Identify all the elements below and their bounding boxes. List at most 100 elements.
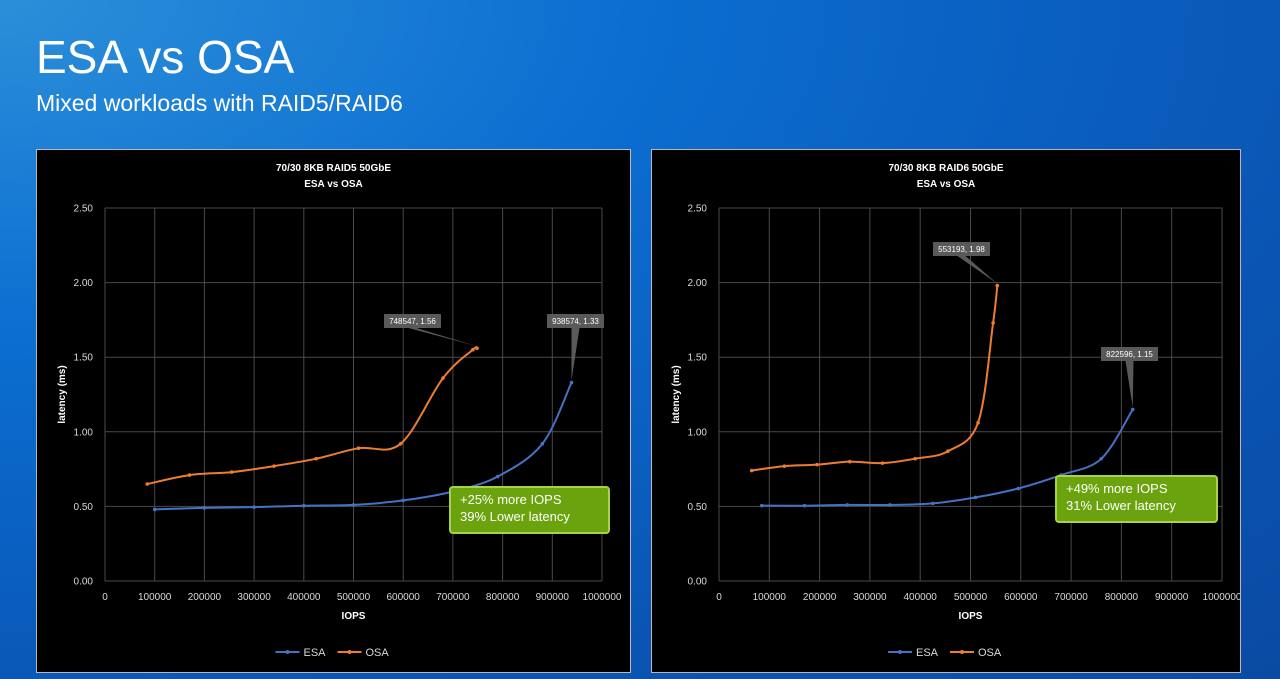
- raid6-x-tick-label: 500000: [954, 592, 988, 603]
- raid5-series-osa-point: [441, 376, 445, 380]
- raid5-x-tick-label: 200000: [188, 592, 222, 603]
- raid6-chart-title: 70/30 8KB RAID6 50GbE: [888, 163, 1003, 174]
- callout-raid6-line2: 31% Lower latency: [1066, 498, 1176, 513]
- raid6-series-esa-point: [930, 501, 935, 506]
- raid6-x-tick-label: 900000: [1155, 592, 1189, 603]
- raid5-series-osa-line: [147, 346, 478, 485]
- raid6-series-osa-point: [913, 456, 917, 461]
- raid6-data-label-pointer: [1125, 361, 1134, 408]
- raid6-x-tick-label: 200000: [803, 592, 837, 603]
- raid6-x-tick-label: 700000: [1054, 592, 1088, 603]
- raid5-series-osa-point: [398, 441, 403, 446]
- raid6-series-osa-line: [751, 285, 999, 472]
- raid6-legend-osa-marker: [960, 650, 964, 654]
- raid5-y-axis-label: latency (ms): [57, 365, 68, 423]
- raid5-x-tick-label: 100000: [138, 592, 172, 603]
- raid5-y-tick-label: 1.00: [74, 427, 94, 438]
- raid5-data-label-box: [547, 314, 604, 328]
- raid6-series-esa-point: [802, 503, 807, 508]
- chart-raid5-plot: 70/30 8KB RAID5 50GbE ESA vs OSA 0.00 0.50 1…: [57, 163, 622, 659]
- raid5-x-tick-label: 600000: [387, 592, 421, 603]
- raid6-series-osa-point: [782, 464, 787, 468]
- raid6-x-axis-label: IOPS: [959, 611, 983, 622]
- raid5-series-osa-point: [314, 456, 319, 461]
- raid5-data-label-pointer: [408, 328, 478, 347]
- raid6-x-tick-label: 1000000: [1203, 592, 1240, 603]
- raid5-series-esa-line: [154, 382, 573, 511]
- raid5-y-tick-label: 2.50: [74, 204, 94, 215]
- raid5-series-esa-point: [202, 506, 207, 510]
- callout-raid5: +25% more IOPS 39% Lower latency: [449, 486, 610, 534]
- raid6-series-esa-point: [973, 495, 978, 500]
- raid5-data-label-text: 938574, 1.33: [552, 317, 599, 326]
- raid5-data-label-box: [384, 314, 441, 328]
- raid5-x-tick-label: 1000000: [583, 592, 622, 603]
- raid6-data-label-text: 553193, 1.98: [938, 245, 985, 254]
- raid5-y-tick-label: 0.00: [74, 577, 94, 588]
- raid6-series-osa-point: [991, 321, 995, 325]
- raid6-x-tick-label: 100000: [753, 592, 787, 603]
- raid6-data-label-box: [933, 242, 990, 256]
- raid6-series-esa-point: [759, 503, 764, 508]
- raid5-x-tick-label: 400000: [287, 592, 321, 603]
- raid6-x-tick-label: 400000: [904, 592, 938, 603]
- raid6-x-tick-label: 0: [716, 592, 722, 603]
- raid6-y-tick-label: 2.00: [688, 278, 708, 289]
- raid5-x-tick-label: 800000: [486, 592, 520, 603]
- raid5-series-osa-point: [470, 347, 475, 352]
- callout-raid6: +49% more IOPS 31% Lower latency: [1055, 475, 1218, 523]
- raid5-x-tick-label: 300000: [237, 592, 271, 603]
- raid6-y-tick-label: 0.50: [688, 502, 708, 513]
- raid5-chart-title: 70/30 8KB RAID5 50GbE: [276, 163, 391, 174]
- raid5-series-osa-point: [145, 482, 150, 486]
- raid6-series-esa-point: [1016, 486, 1021, 491]
- chart-raid6: 70/30 8KB RAID6 50GbE ESA vs OSA 0.00 0.50 1…: [651, 149, 1241, 673]
- raid5-legend-osa-label: OSA: [366, 647, 390, 659]
- raid6-legend-esa-label: ESA: [916, 647, 939, 659]
- raid6-series-esa-line: [761, 408, 1134, 507]
- raid5-data-label-text: 748547, 1.56: [389, 317, 436, 326]
- raid6-data-label-box: [1101, 347, 1158, 361]
- raid6-x-tick-label: 800000: [1105, 592, 1139, 603]
- raid6-data-label-pointer: [957, 256, 998, 284]
- chart-raid5: 70/30 8KB RAID5 50GbE ESA vs OSA 0.00 0.50 1…: [36, 149, 631, 673]
- raid6-data-label-text: 822596, 1.15: [1106, 350, 1153, 359]
- raid6-series-osa-point: [976, 421, 980, 425]
- raid5-series-esa-point: [569, 380, 574, 385]
- raid5-legend-osa-marker: [347, 650, 352, 654]
- raid6-data-label: 822596, 1.15: [1101, 347, 1158, 408]
- raid6-series-esa-point: [888, 503, 892, 507]
- raid5-x-tick-label: 900000: [536, 592, 570, 603]
- raid5-series-esa-point: [351, 503, 356, 507]
- raid5-series-osa-point: [272, 464, 276, 468]
- raid6-series-esa-point: [1130, 407, 1135, 412]
- raid5-series-esa-point: [495, 474, 500, 479]
- callout-raid6-line1: +49% more IOPS: [1066, 481, 1168, 496]
- raid6-y-tick-label: 1.00: [688, 427, 708, 438]
- raid5-series-osa-point: [356, 446, 361, 451]
- raid6-series-osa-point: [880, 461, 885, 465]
- raid5-data-label-pointer: [571, 328, 580, 381]
- raid5-x-tick-label: 500000: [337, 592, 371, 603]
- raid5-series-osa-point: [187, 473, 192, 477]
- raid6-series-osa-point: [995, 283, 1000, 288]
- raid5-data-label: 748547, 1.56: [384, 314, 478, 347]
- raid6-series-osa-point: [847, 459, 852, 464]
- raid5-x-tick-label: 0: [102, 592, 108, 603]
- raid6-x-tick-label: 300000: [853, 592, 887, 603]
- raid6-legend-osa-label: OSA: [978, 647, 1002, 659]
- raid6-series-osa-point: [815, 462, 819, 467]
- raid5-series-osa-point: [475, 346, 479, 351]
- raid6-chart-subtitle: ESA vs OSA: [917, 179, 976, 190]
- raid6-y-tick-label: 1.50: [688, 353, 708, 364]
- raid5-legend-esa-marker: [285, 650, 290, 654]
- slide-title: ESA vs OSA: [36, 31, 295, 83]
- raid5-series-esa-point: [152, 507, 157, 512]
- callout-raid5-line2: 39% Lower latency: [460, 509, 570, 524]
- raid5-series-osa-point: [229, 470, 234, 474]
- raid5-data-label: 938574, 1.33: [547, 314, 604, 381]
- callout-raid5-line1: +25% more IOPS: [460, 492, 562, 507]
- raid6-y-axis-label: latency (ms): [671, 365, 682, 423]
- raid5-series-esa-point: [401, 498, 406, 503]
- slide-subtitle: Mixed workloads with RAID5/RAID6: [36, 90, 403, 116]
